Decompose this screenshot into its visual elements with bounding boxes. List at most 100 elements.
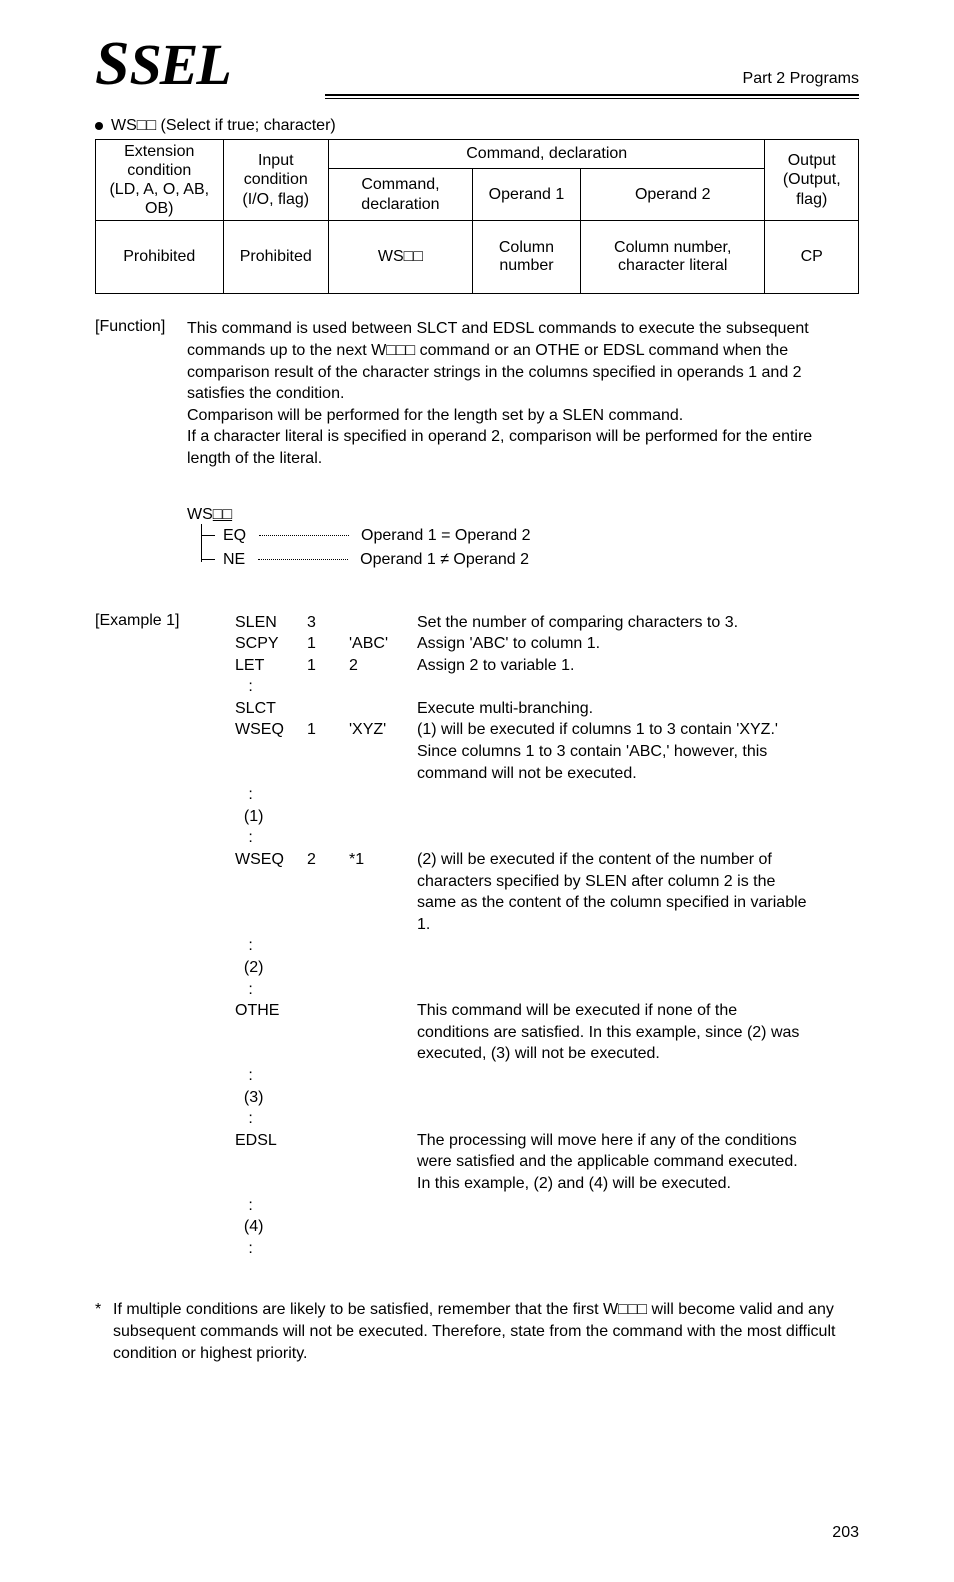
example-cell: SCPY xyxy=(235,633,307,655)
header-rule xyxy=(95,94,859,99)
th-op2: Operand 2 xyxy=(581,168,765,220)
example-cell xyxy=(307,979,349,1001)
example-cell xyxy=(307,1130,349,1195)
example-cell xyxy=(307,935,349,957)
example-cell: (1) xyxy=(235,806,307,828)
example-cell xyxy=(417,806,817,828)
example-cell xyxy=(349,1238,417,1260)
example-cell xyxy=(307,1065,349,1087)
example-cell xyxy=(307,1108,349,1130)
example-cell xyxy=(417,957,817,979)
example-cell xyxy=(349,1130,417,1195)
example-cell: : xyxy=(235,827,307,849)
example-cell xyxy=(349,979,417,1001)
example-cell: This command will be executed if none of… xyxy=(417,1000,817,1065)
asterisk-icon: * xyxy=(95,1299,113,1364)
example-cell xyxy=(307,1087,349,1109)
example-cell xyxy=(349,1000,417,1065)
example-cell xyxy=(307,784,349,806)
example-cell xyxy=(349,1216,417,1238)
th-output: Output (Output, flag) xyxy=(765,139,859,221)
example-cell xyxy=(349,827,417,849)
example-cell: Assign 'ABC' to column 1. xyxy=(417,633,817,655)
example-cell xyxy=(349,1087,417,1109)
part-label: Part 2 Programs xyxy=(743,70,859,90)
function-body: This command is used between SLCT and ED… xyxy=(187,318,859,469)
th-cmd: Command, declaration xyxy=(328,168,472,220)
example-cell xyxy=(307,957,349,979)
diagram-ne: NE Operand 1 ≠ Operand 2 xyxy=(211,548,530,572)
page-header: SSEL Part 2 Programs xyxy=(95,40,859,90)
example-section: [Example 1] SLEN3 Set the number of compa… xyxy=(95,612,859,1260)
footnote-text: If multiple conditions are likely to be … xyxy=(113,1299,859,1364)
diagram-head: WS□□ xyxy=(187,506,530,524)
example-cell: SLEN xyxy=(235,612,307,634)
example-cell: : xyxy=(235,1108,307,1130)
th-cmddecl: Command, declaration xyxy=(328,139,765,168)
example-cell: 3 xyxy=(307,612,349,634)
example-cell: : xyxy=(235,1238,307,1260)
logo-text: SEL xyxy=(129,42,229,88)
example-cell: : xyxy=(235,784,307,806)
example-cell xyxy=(307,1216,349,1238)
example-cell xyxy=(417,1216,817,1238)
example-cell: Assign 2 to variable 1. xyxy=(417,655,817,677)
example-cell xyxy=(417,784,817,806)
example-cell xyxy=(417,935,817,957)
logo: SSEL xyxy=(95,40,230,90)
page-number: 203 xyxy=(95,1524,859,1542)
example-cell xyxy=(349,1108,417,1130)
example-cell: Set the number of comparing characters t… xyxy=(417,612,817,634)
example-cell: 2 xyxy=(307,849,349,935)
example-cell: : xyxy=(235,1195,307,1217)
th-op1: Operand 1 xyxy=(472,168,580,220)
bullet-icon xyxy=(95,122,103,130)
example-cell: : xyxy=(235,676,307,698)
example-cell: 'XYZ' xyxy=(349,719,417,784)
example-cell xyxy=(307,698,349,720)
example-cell xyxy=(349,784,417,806)
ws-diagram: WS□□ EQ Operand 1 = Operand 2 NE Operand… xyxy=(187,506,859,572)
example-cell xyxy=(349,676,417,698)
example-cell: WSEQ xyxy=(235,719,307,784)
example-cell: EDSL xyxy=(235,1130,307,1195)
footnote: * If multiple conditions are likely to b… xyxy=(95,1299,859,1364)
example-cell xyxy=(417,1195,817,1217)
example-cell: WSEQ xyxy=(235,849,307,935)
example-cell: *1 xyxy=(349,849,417,935)
example-cell: : xyxy=(235,1065,307,1087)
td-op1: Column number xyxy=(472,221,580,294)
td-out: CP xyxy=(765,221,859,294)
example-cell xyxy=(307,827,349,849)
example-cell xyxy=(307,1195,349,1217)
td-inp: Prohibited xyxy=(223,221,328,294)
example-cell xyxy=(349,612,417,634)
example-cell xyxy=(307,676,349,698)
example-cell xyxy=(417,1087,817,1109)
td-op2: Column number, character literal xyxy=(581,221,765,294)
example-label: [Example 1] xyxy=(95,612,235,1260)
example-cell: : xyxy=(235,979,307,1001)
section-title-text: WS□□ (Select if true; character) xyxy=(111,117,336,135)
example-cell: 1 xyxy=(307,719,349,784)
example-cell xyxy=(349,806,417,828)
example-cell xyxy=(417,827,817,849)
example-cell xyxy=(417,1108,817,1130)
function-section: [Function] This command is used between … xyxy=(95,318,859,469)
example-cell: The processing will move here if any of … xyxy=(417,1130,817,1195)
section-title: WS□□ (Select if true; character) xyxy=(95,117,859,135)
example-cell: LET xyxy=(235,655,307,677)
th-extcond: Extension condition (LD, A, O, AB, OB) xyxy=(96,139,224,221)
example-table: SLEN3 Set the number of comparing charact… xyxy=(235,612,817,1260)
example-cell: Execute multi-branching. xyxy=(417,698,817,720)
example-cell xyxy=(349,957,417,979)
td-cmd: WS□□ xyxy=(328,221,472,294)
example-cell: (3) xyxy=(235,1087,307,1109)
example-cell xyxy=(349,935,417,957)
th-inpcond: Input condition (I/O, flag) xyxy=(223,139,328,221)
example-cell: : xyxy=(235,935,307,957)
example-cell: (4) xyxy=(235,1216,307,1238)
example-cell: (1) will be executed if columns 1 to 3 c… xyxy=(417,719,817,784)
example-cell: (2) xyxy=(235,957,307,979)
command-table: Extension condition (LD, A, O, AB, OB) I… xyxy=(95,139,859,295)
